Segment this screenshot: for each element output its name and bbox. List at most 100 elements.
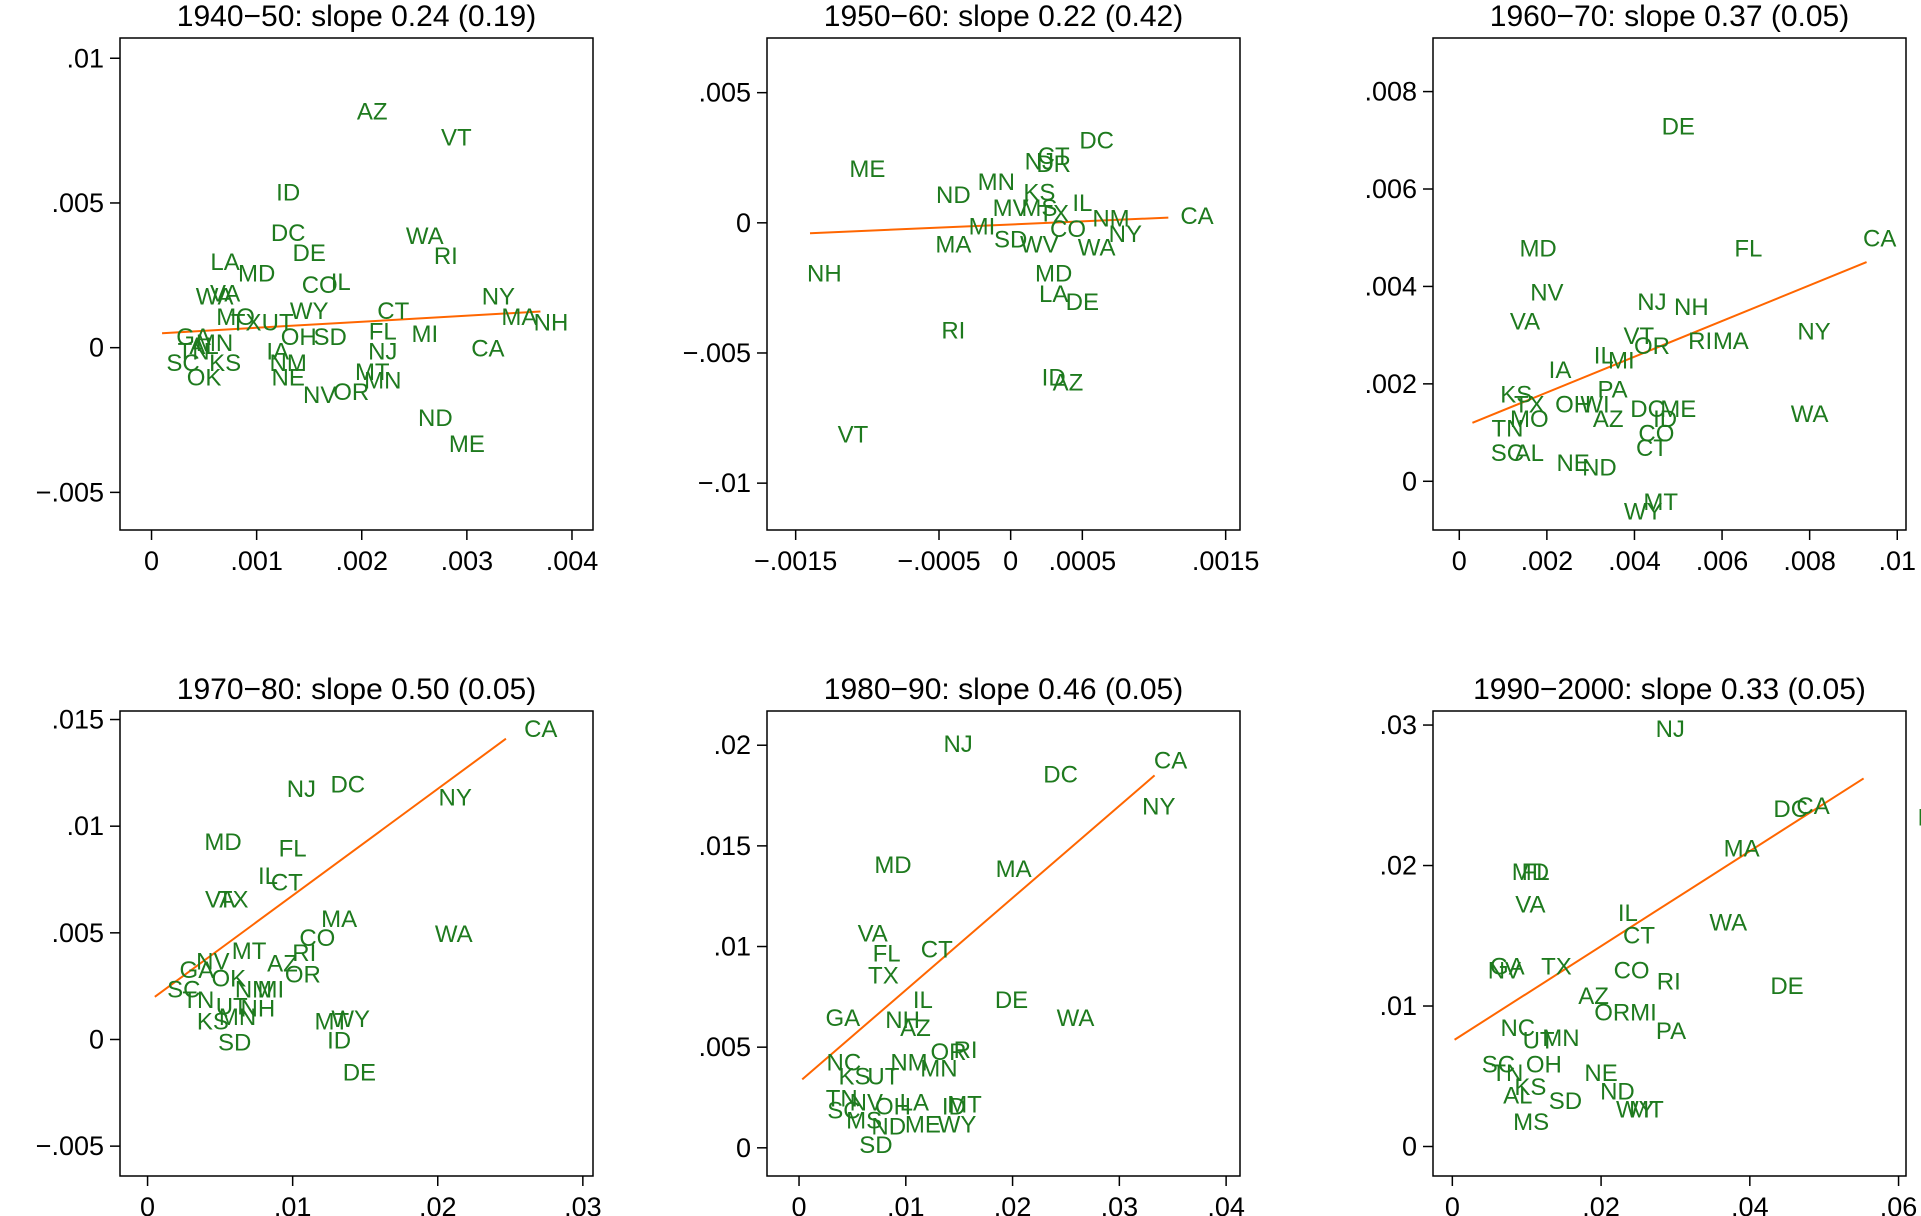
state-point: GA: [180, 957, 215, 984]
x-tick-label: .04: [1731, 1192, 1769, 1216]
state-point: OR: [1634, 333, 1670, 360]
state-point: MI: [1630, 1000, 1657, 1027]
panel-5: 1980−90: slope 0.46 (0.05) 0 .01 .02 .03 .04.…: [698, 673, 1244, 1216]
state-point: NY: [1797, 318, 1830, 345]
state-point: NE: [1584, 1060, 1617, 1087]
state-point: TN: [1491, 1060, 1523, 1087]
state-point: CT: [921, 937, 953, 964]
plot-frame: [119, 710, 594, 1177]
state-point: WV: [1020, 232, 1059, 259]
state-point: WA: [196, 284, 234, 311]
fit-line: [161, 310, 541, 335]
panel-title: 1990−2000: slope 0.33 (0.05): [1473, 673, 1866, 706]
state-point: CO: [302, 272, 338, 299]
state-point: CA: [1180, 203, 1213, 230]
state-point: KS: [1023, 180, 1055, 207]
state-point: CA: [1796, 793, 1829, 820]
state-point: NJ: [287, 776, 316, 803]
state-point: SD: [314, 324, 347, 351]
state-point: NV: [196, 949, 229, 976]
panel-title: 1960−70: slope 0.37 (0.05): [1490, 0, 1849, 33]
state-point: ME: [905, 1112, 941, 1139]
state-point: MT: [947, 1092, 982, 1119]
fit-line: [809, 216, 1169, 235]
state-point: MN: [978, 169, 1015, 196]
state-point: DC: [1043, 761, 1078, 788]
state-point: KS: [1500, 382, 1532, 409]
panel-title: 1970−80: slope 0.50 (0.05): [177, 673, 536, 706]
x-tick-label: .004: [546, 546, 599, 576]
state-point: LA: [900, 1090, 929, 1117]
state-point: NJ: [368, 339, 397, 366]
state-point: MS: [1021, 195, 1057, 222]
state-point: VA: [1515, 891, 1545, 918]
y-tick-label: .03: [1379, 710, 1417, 740]
state-point: WA: [1078, 234, 1116, 261]
state-point: DC: [330, 772, 365, 799]
state-point: VA: [210, 281, 240, 308]
state-point: RI: [1657, 969, 1681, 996]
x-tick-label: 0: [1003, 546, 1018, 576]
state-point: NV: [1530, 279, 1563, 306]
x-tick-label: .004: [1608, 546, 1661, 576]
state-point: DE: [343, 1059, 376, 1086]
state-point: NJ: [1637, 289, 1666, 316]
plot-frame: [1432, 710, 1907, 1177]
state-point: SD: [994, 226, 1027, 253]
plot-frame: [119, 37, 594, 531]
state-point: ND: [1582, 455, 1617, 482]
state-point: MD: [204, 829, 241, 856]
state-point: FL: [279, 836, 307, 863]
state-point: RI: [941, 318, 965, 345]
state-point: SC: [167, 976, 200, 1003]
state-point: MT: [315, 1008, 350, 1035]
state-point: MO: [216, 304, 255, 331]
state-point: GA: [825, 1005, 860, 1032]
x-tick-label: −.0015: [754, 546, 837, 576]
state-point: RI: [1688, 328, 1712, 355]
y-tick-label: .01: [713, 932, 751, 962]
state-point: AZ: [1053, 370, 1084, 397]
state-point: NC: [827, 1049, 862, 1076]
state-point: MT: [1629, 1097, 1664, 1124]
state-point: DE: [1662, 114, 1695, 141]
state-point: MI: [258, 976, 285, 1003]
state-point: KS: [197, 1008, 229, 1035]
x-tick-label: 0: [792, 1192, 807, 1216]
x-tick-label: −.0005: [897, 546, 980, 576]
panel-1: 1940−50: slope 0.24 (0.19) 0 .001 .002 .003.…: [36, 0, 599, 576]
panel-4: 1970−80: slope 0.50 (0.05) 0 .01 .02 .03 .015…: [36, 673, 602, 1216]
state-point: SC: [1491, 440, 1524, 467]
state-point: VT: [838, 422, 869, 449]
x-tick-label: 0: [1445, 1192, 1460, 1216]
fit-line: [801, 774, 1156, 1081]
x-tick-label: .003: [441, 546, 494, 576]
state-point: IL: [258, 863, 278, 890]
state-point: TN: [178, 339, 210, 366]
state-point: ID: [942, 1094, 966, 1121]
state-point: KS: [1514, 1074, 1546, 1101]
state-point: MT: [355, 359, 390, 386]
state-point: AZ: [267, 951, 298, 978]
plot-frame: [766, 37, 1241, 531]
state-point: ME: [449, 431, 485, 458]
state-point: SC: [827, 1098, 860, 1125]
state-point: ND: [1600, 1078, 1635, 1105]
state-point: WY: [331, 1006, 370, 1033]
state-point: MD: [238, 260, 275, 287]
state-point: ND: [418, 405, 453, 432]
state-point: NH: [885, 1007, 920, 1034]
state-point: NV: [303, 382, 336, 409]
state-point: MN: [219, 1004, 256, 1031]
x-tick-label: 0: [1452, 546, 1467, 576]
state-point: OR: [1594, 1000, 1630, 1027]
state-point: CT: [271, 870, 303, 897]
x-tick-label: .002: [335, 546, 388, 576]
state-point: CA: [524, 716, 557, 743]
state-point: TN: [826, 1085, 858, 1112]
state-point: DC: [1773, 796, 1808, 823]
state-point: NH: [807, 260, 842, 287]
state-point: MN: [1542, 1025, 1579, 1052]
state-point: MT: [232, 938, 267, 965]
state-point: OH: [875, 1094, 911, 1121]
